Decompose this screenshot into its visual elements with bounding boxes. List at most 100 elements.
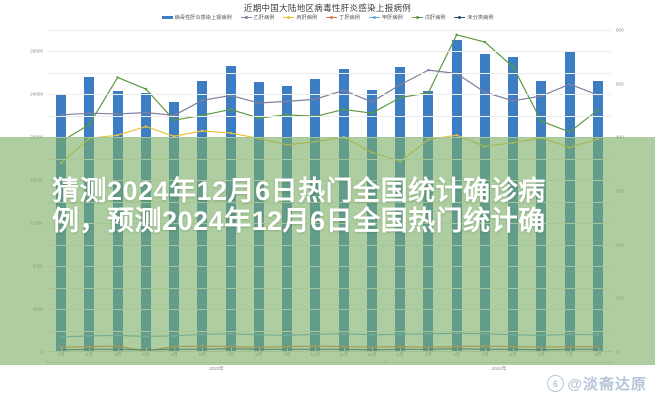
line-marker	[483, 332, 486, 335]
legend-item[interactable]: 未分类病例	[454, 14, 493, 21]
line-marker	[201, 114, 204, 117]
legend-swatch	[240, 15, 252, 19]
x-axis-tick-mark	[202, 348, 204, 351]
line-marker	[314, 140, 317, 143]
x-axis-tick: 7月	[566, 352, 574, 357]
line-marker	[512, 333, 515, 336]
x-axis-tick: 4月	[142, 352, 150, 357]
year-group-label: 2023年	[209, 366, 224, 371]
line-marker	[568, 333, 571, 336]
line-marker	[427, 332, 430, 335]
y-axis-right-tick: 500	[616, 81, 624, 87]
grid-line	[47, 94, 612, 96]
y-axis-right-tick: 0	[616, 349, 619, 355]
legend-item[interactable]: 病毒性肝炎感染上报病例	[161, 14, 232, 21]
line-marker	[427, 138, 430, 141]
x-axis-tick: 12月	[367, 352, 377, 357]
overlay-headline: 猜测2024年12月6日热门全国统计确诊病 例，预测2024年12月6日全国热门…	[0, 176, 655, 236]
y-axis-right-tick: 100	[616, 295, 624, 301]
line-marker	[144, 125, 147, 128]
x-axis-tick-mark	[400, 348, 402, 351]
x-axis-tick-mark	[597, 348, 599, 351]
grid-line	[47, 309, 612, 311]
legend-label: 戊肝病例	[424, 15, 446, 21]
x-axis-tick: 1月	[396, 352, 404, 357]
line-marker	[314, 344, 317, 348]
grid-line	[47, 266, 612, 268]
legend-label: 甲肝病例	[381, 15, 403, 21]
line-marker	[342, 332, 345, 335]
line-marker	[399, 160, 402, 163]
legend-swatch	[326, 15, 338, 19]
x-axis-tick-mark	[145, 348, 147, 351]
y-axis-left-tick: 24000	[30, 91, 43, 97]
x-axis-tick: 1月	[57, 352, 65, 357]
line-marker	[144, 111, 147, 114]
x-axis-tick-mark	[230, 348, 232, 351]
legend-item[interactable]: 乙肝病例	[240, 14, 274, 21]
line-marker	[512, 65, 515, 69]
legend-swatch	[368, 15, 380, 19]
y-axis-left-tick: 28000	[30, 48, 43, 54]
x-axis-tick-mark	[371, 348, 373, 351]
line-marker	[173, 114, 176, 117]
grid-line	[47, 330, 612, 332]
x-axis-tick: 10月	[310, 352, 321, 357]
x-axis-tick: 3月	[453, 352, 461, 357]
x-axis-tick: 6月	[198, 352, 206, 357]
line-marker	[229, 131, 232, 135]
watermark-handle: @淡斋达原	[567, 376, 647, 393]
year-group-rule	[47, 360, 386, 363]
line-marker	[116, 334, 119, 337]
line-series	[61, 69, 599, 116]
legend-item[interactable]: 戊肝病例	[411, 14, 446, 21]
line-marker	[60, 335, 63, 339]
x-axis-tick-mark	[456, 348, 458, 351]
legend-item[interactable]: 丙肝病例	[283, 14, 317, 21]
x-axis-tick-mark	[343, 348, 345, 351]
legend-item[interactable]: 丁肝病例	[326, 14, 360, 21]
x-axis-tick-mark	[484, 348, 486, 351]
grid-line	[47, 244, 612, 246]
y-axis-left-tick: 4000	[32, 306, 43, 312]
line-marker	[455, 33, 458, 36]
line-marker	[512, 141, 515, 144]
x-axis-tick-mark	[117, 348, 119, 351]
line-marker	[88, 112, 91, 115]
line-marker	[483, 40, 486, 44]
y-axis-left-tick: 8000	[32, 263, 43, 269]
line-marker	[314, 333, 317, 336]
line-marker	[370, 151, 373, 154]
legend-item[interactable]: 甲肝病例	[368, 14, 403, 21]
line-marker	[116, 76, 119, 79]
line-marker	[88, 123, 91, 126]
line-marker	[286, 334, 289, 337]
grid-line	[47, 287, 612, 289]
grid-line	[47, 115, 612, 117]
line-marker	[540, 94, 543, 98]
line-marker	[116, 134, 119, 137]
x-axis-tick-mark	[428, 348, 430, 351]
weibo-icon: 6	[547, 375, 565, 392]
line-marker	[257, 333, 260, 336]
line-marker	[399, 83, 402, 86]
line-marker	[286, 100, 289, 103]
legend-label: 丁肝病例	[339, 15, 360, 21]
grid-line	[47, 30, 612, 31]
y-axis-left-tick: 20000	[30, 134, 43, 140]
x-axis-tick-mark	[287, 348, 289, 351]
line-marker	[483, 91, 486, 94]
line-marker	[201, 333, 204, 336]
legend-swatch	[454, 15, 466, 19]
line-marker	[229, 94, 232, 97]
x-axis-tick: 7月	[227, 352, 235, 357]
line-marker	[342, 89, 345, 92]
legend-swatch	[411, 15, 423, 19]
line-marker	[342, 108, 345, 111]
line-marker	[455, 332, 458, 335]
legend-label: 病毒性肝炎感染上报病例	[174, 15, 232, 21]
x-axis: 1月 2月 3月 4月 5月 6月 7月 8月 9月 10月 11月 12月 1月 2月 3月 4月 5月 6月 7…	[47, 348, 612, 371]
grid-line	[47, 51, 612, 53]
x-axis-tick-mark	[541, 348, 543, 351]
